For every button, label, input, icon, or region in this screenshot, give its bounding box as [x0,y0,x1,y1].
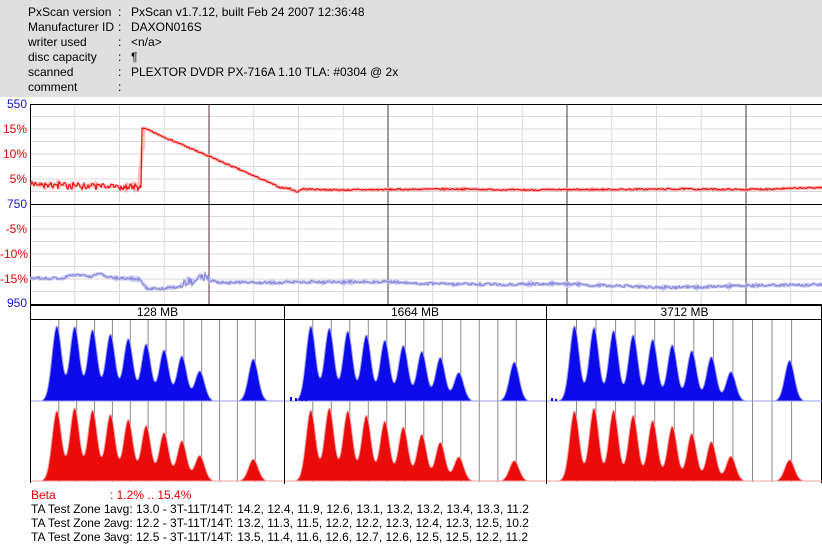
header-label: Manufacturer ID [28,20,115,34]
zone-label-3: 3712 MB [660,305,709,319]
header-row-capacity: disc capacity: ¶ [28,51,137,64]
scan-info-header: PxScan version: PxScan v1.7.12, built Feb… [0,0,822,97]
zone-label-2: 1664 MB [390,305,440,319]
ta-zone-avg: avg: 12.2 - 3T-11T/14T: [110,516,234,530]
ta-zone-label: TA Test Zone 1 [31,502,111,516]
header-separator: : [118,35,122,49]
header-label: comment [28,80,78,94]
ta-zone-values: 13.5, 11.4, 11.6, 12.6, 12.7, 12.6, 12.5… [237,530,529,544]
header-label: writer used [28,35,87,49]
ta-zone-2-row: TA Test Zone 2avg: 12.2 - 3T-11T/14T: 13.… [31,517,529,530]
beta-summary-row: Beta : 1.2% .. 15.4% [31,489,191,502]
header-label: scanned [28,65,74,79]
header-separator: : [118,65,122,79]
header-separator: : [118,50,122,64]
y-axis-label: -15% [0,272,29,286]
beta-chart-canvas [30,104,822,305]
header-separator: : [118,20,122,34]
ta-zone-values: 13.2, 11.3, 11.5, 12.2, 12.2, 12.3, 12.4… [237,516,529,530]
header-row-manufacturer: Manufacturer ID: DAXON016S [28,21,202,34]
ta-zone-1-row: TA Test Zone 1avg: 13.0 - 3T-11T/14T: 14.… [31,503,529,516]
ta-histogram-panels [30,319,822,484]
y-axis-label: 750 [6,197,27,211]
ta-zone-values: 14.2, 12.4, 11.9, 12.6, 13.1, 13.2, 13.2… [237,502,529,516]
zone-divider [546,306,547,319]
zone-label-1: 128 MB [136,305,179,319]
ta-zone-avg: avg: 12.5 - 3T-11T/14T: [110,530,234,544]
ta-zone-3-row: TA Test Zone 3avg: 12.5 - 3T-11T/14T: 13.… [31,531,528,544]
header-row-scanned: scanned: PLEXTOR DVDR PX-716A 1.10 TLA: #… [28,66,398,79]
header-value: DAXON016S [131,20,202,34]
header-separator: : [118,80,122,94]
y-axis-label: 15% [2,122,27,136]
header-value: PxScan v1.7.12, built Feb 24 2007 12:36:… [131,5,365,19]
panel-divider [284,320,285,484]
ta-histogram-zone-1 [31,320,284,482]
header-separator: : [118,5,122,19]
y-axis-label: 950 [6,296,27,310]
beta-summary-label: Beta [31,488,56,502]
header-row-comment: comment: [28,81,131,94]
header-row-writer: writer used: <n/a> [28,36,162,49]
header-value: <n/a> [131,35,162,49]
zone-header-band: 128 MB 1664 MB 3712 MB [30,305,822,320]
beta-summary-value: : 1.2% .. 15.4% [110,488,192,502]
beta-chart [30,104,822,305]
header-row-version: PxScan version: PxScan v1.7.12, built Feb… [28,6,365,19]
ta-histogram-zone-3 [546,320,822,482]
zone-divider [284,306,285,319]
y-axis-label: -10% [0,247,29,261]
ta-zone-label: TA Test Zone 3 [31,530,111,544]
ta-histogram-zone-2 [284,320,546,482]
header-label: disc capacity [28,50,97,64]
y-axis-label: 5% [9,172,27,186]
header-value: ¶ [131,50,138,64]
panel-divider [546,320,547,484]
y-axis-label: 10% [2,147,27,161]
ta-zone-avg: avg: 13.0 - 3T-11T/14T: [110,502,234,516]
ta-zone-label: TA Test Zone 2 [31,516,111,530]
y-axis-label: 550 [6,97,27,111]
y-axis-label: -5% [5,222,27,236]
header-label: PxScan version [28,5,112,19]
header-value: PLEXTOR DVDR PX-716A 1.10 TLA: #0304 @ 2… [131,65,399,79]
